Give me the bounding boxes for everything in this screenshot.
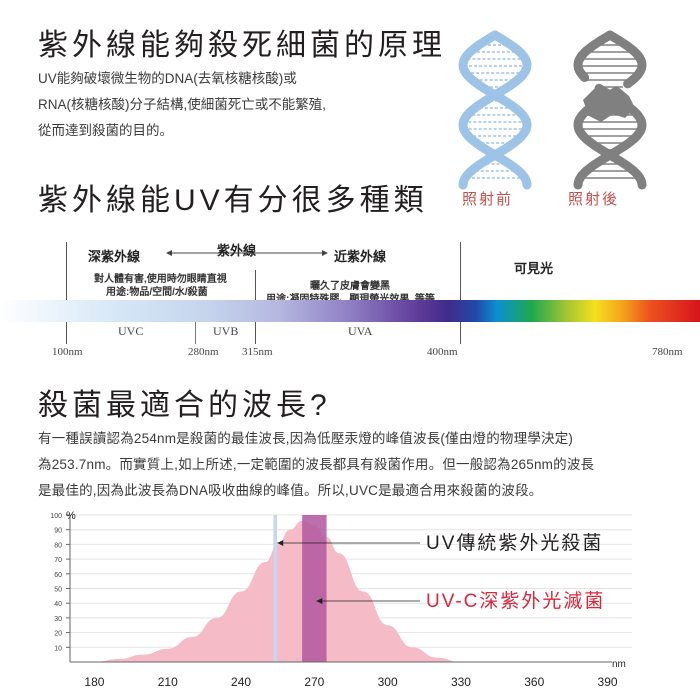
section1-line-2: RNA(核糖核酸)分子結構,使細菌死亡或不能繁殖, [38, 97, 326, 112]
y-tick-40: 40 [54, 601, 62, 608]
dna-damaged-icon [573, 30, 647, 190]
near-uv-label: 近紫外線 [334, 249, 387, 264]
x-tick-330: 330 [451, 675, 471, 689]
wavelength-100nm: 100nm [52, 346, 83, 358]
y-tick-90: 90 [54, 528, 62, 535]
divider-400nm [460, 242, 461, 344]
section1-title: 紫外線能夠殺死細菌的原理 [38, 29, 446, 62]
dna-absorption-curve [94, 520, 461, 662]
wavelength-780nm: 780nm [652, 346, 683, 358]
section1-description: UV能夠破壞微生物的DNA(去氧核糖核酸)或 RNA(核糖核酸)分子結構,使細菌… [38, 66, 326, 144]
dna-absorption-chart: 10 20 30 40 50 60 70 80 90 100 180 210 240 270 300 330 3… [50, 510, 632, 689]
y-tick-70: 70 [54, 557, 62, 564]
uvc-deep-uv-callout: UV-C深紫外光滅菌 [426, 591, 606, 612]
y-axis-unit-label: % [66, 510, 76, 522]
divider-280nm [195, 322, 196, 344]
marker-bar-1 [302, 515, 327, 662]
x-tick-300: 300 [378, 675, 398, 689]
after-irradiation-label: 照射後 [568, 191, 620, 208]
uvc-band-label: UVC [118, 324, 144, 338]
x-tick-390: 390 [598, 675, 618, 689]
marker-bar-0 [273, 515, 278, 662]
wavelength-315nm: 315nm [242, 346, 273, 358]
section2-title: 紫外線能UV有分很多種類 [38, 184, 428, 217]
section3-line-2: 為253.7nm。而實質上,如上所述,一定範圍的波長都具有殺菌作用。但一般認為2… [38, 457, 595, 472]
x-tick-210: 210 [158, 675, 178, 689]
y-tick-100: 100 [50, 513, 62, 520]
y-tick-80: 80 [54, 542, 62, 549]
dna-before-icon [458, 30, 532, 190]
x-tick-360: 360 [524, 675, 544, 689]
section3-line-3: 是最佳的,因為此波長為DNA吸收曲線的峰值。所以,UVC是最適合用來殺菌的波段。 [38, 483, 543, 498]
visible-light-label: 可見光 [514, 261, 554, 276]
deep-uv-warning: 對人體有害,使用時勿眼睛直視 [94, 274, 227, 285]
uv-range-arrow-icon [166, 250, 328, 256]
x-tick-270: 270 [304, 675, 324, 689]
wavelength-400nm: 400nm [427, 346, 458, 358]
y-tick-30: 30 [54, 616, 62, 623]
wavelength-280nm: 280nm [188, 346, 219, 358]
y-tick-50: 50 [54, 587, 62, 594]
x-tick-180: 180 [84, 675, 104, 689]
uva-band-label: UVA [348, 324, 373, 338]
y-tick-60: 60 [54, 572, 62, 579]
x-axis-unit-label: nm [612, 659, 626, 670]
section3-description: 有一種誤讀認為254nm是殺菌的最佳波長,因為低壓汞燈的峰值波長(僅由燈的物理學… [38, 426, 594, 504]
deep-uv-usage: 用途:物品/空間/水/殺菌 [106, 287, 208, 298]
section3-line-1: 有一種誤讀認為254nm是殺菌的最佳波長,因為低壓汞燈的峰值波長(僅由燈的物理學… [38, 431, 574, 446]
section3-title: 殺菌最適合的波長? [38, 389, 331, 422]
section1-line-1: UV能夠破壞微生物的DNA(去氧核糖核酸)或 [38, 71, 297, 86]
x-tick-240: 240 [231, 675, 251, 689]
light-spectrum-bar [0, 300, 700, 322]
y-tick-20: 20 [54, 631, 62, 638]
near-uv-effect: 曬久了皮膚會變黑 [310, 281, 390, 292]
traditional-uv-callout: UV傳統紫外光殺菌 [426, 533, 604, 554]
near-uv-usage: 用途:凝固特殊膠、顯現螢光效果..等等 [266, 290, 435, 305]
uvb-band-label: UVB [213, 324, 239, 338]
before-irradiation-label: 照射前 [462, 191, 514, 208]
divider-100nm [66, 242, 67, 344]
deep-uv-label: 深紫外線 [88, 249, 141, 264]
section1-line-3: 從而達到殺菌的目的。 [38, 123, 173, 138]
uv-label: 紫外線 [217, 243, 257, 258]
y-tick-10: 10 [54, 645, 62, 652]
